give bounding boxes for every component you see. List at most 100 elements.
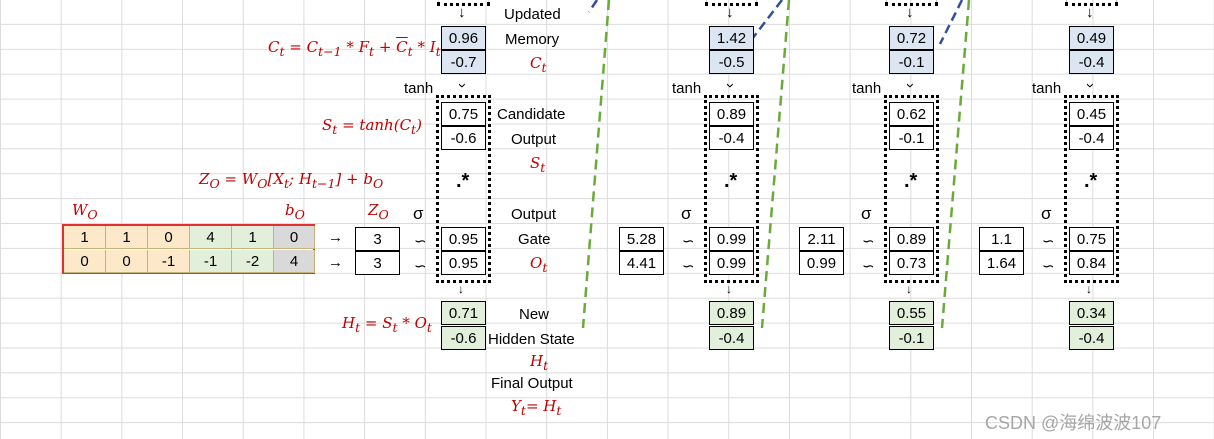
formula-zo: ZO = WO[Xt; Ht−1] + bO	[199, 170, 384, 191]
hidden-cell: 0.89	[709, 301, 754, 325]
wo-cell: 0	[106, 250, 148, 273]
tanh-label: tanh	[1032, 80, 1062, 97]
gate-cell: 0.95	[441, 227, 486, 251]
z-cell: 1.1	[979, 227, 1024, 251]
wo-cell: 4	[274, 250, 315, 273]
label-candidate: Candidate	[497, 106, 566, 123]
hidden-cell: 0.71	[441, 301, 486, 325]
ct-symbol: Ct	[530, 54, 547, 75]
label-hidden-state: Hidden State	[488, 331, 575, 348]
candidate-cell: -0.6	[441, 126, 486, 150]
memory-cell: -0.1	[889, 50, 934, 74]
gate-dotted-frame	[704, 95, 759, 283]
memory-dotted-frame	[437, 0, 490, 6]
candidate-cell: 0.89	[709, 102, 754, 126]
activation-squiggle: ∽	[1042, 258, 1055, 275]
tanh-label: tanh	[404, 80, 434, 97]
zo-label: ZO	[368, 201, 389, 222]
gate-dotted-frame	[884, 95, 939, 283]
gate-cell: 0.99	[709, 227, 754, 251]
hidden-cell: 0.55	[889, 301, 934, 325]
arrow-right-1: →	[328, 229, 343, 246]
ot-symbol: Ot	[530, 254, 548, 275]
z-cell: 5.28	[619, 227, 664, 251]
z-cell: 2.11	[799, 227, 844, 251]
z-cell: 3	[355, 251, 400, 275]
st-symbol: St	[530, 154, 546, 175]
label-output-2: Output	[511, 206, 557, 223]
formula-ht: Ht = St * Ot	[342, 314, 432, 335]
z-cell: 0.99	[799, 251, 844, 275]
activation-squiggle: ∽	[862, 258, 875, 275]
memory-cell: -0.5	[709, 50, 754, 74]
memory-dotted-frame	[1065, 0, 1118, 6]
elementwise-multiply: .*	[724, 170, 738, 192]
activation-squiggle: ∽	[682, 258, 695, 275]
formula-st: St = tanh(Ct)	[322, 116, 422, 137]
bo-label: bO	[285, 201, 305, 222]
tanh-label: tanh	[852, 80, 882, 97]
down-arrow: ↓	[1086, 4, 1094, 21]
wo-cell: 1	[106, 226, 148, 249]
formula-yt: Yt= Ht	[511, 397, 562, 418]
label-memory: Memory	[505, 31, 560, 48]
down-arrow: ↓	[1086, 282, 1092, 296]
memory-cell: -0.7	[441, 50, 486, 74]
down-arrow: ↓	[458, 4, 466, 21]
memory-dotted-frame	[885, 0, 938, 6]
down-arrow: ↓	[906, 4, 914, 21]
wo-cell: 0	[274, 226, 315, 249]
memory-cell: 0.72	[889, 26, 934, 50]
down-arrow: ›	[722, 83, 739, 88]
label-updated: Updated	[504, 6, 561, 23]
wo-cell: 0	[64, 250, 106, 273]
gate-cell: 0.89	[889, 227, 934, 251]
hidden-cell: 0.34	[1069, 301, 1114, 325]
wo-cell: 1	[64, 226, 106, 249]
memory-cell: 0.96	[441, 26, 486, 50]
hidden-cell: -0.1	[889, 326, 934, 350]
candidate-cell: -0.1	[889, 126, 934, 150]
wo-cell: 1	[232, 226, 274, 249]
wo-cell: 4	[190, 226, 232, 249]
gate-cell: 0.73	[889, 251, 934, 275]
gate-cell: 0.84	[1069, 251, 1114, 275]
label-new: New	[519, 306, 550, 323]
gate-dotted-frame	[1064, 95, 1119, 283]
candidate-cell: 0.62	[889, 102, 934, 126]
candidate-cell: 0.75	[441, 102, 486, 126]
hidden-cell: -0.4	[1069, 326, 1114, 350]
sigma-label: σ	[413, 204, 424, 223]
memory-cell: 0.49	[1069, 26, 1114, 50]
gate-cell: 0.95	[441, 251, 486, 275]
z-cell: 3	[355, 227, 400, 251]
label-output-1: Output	[511, 131, 557, 148]
wo-cell: -1	[190, 250, 232, 273]
elementwise-multiply: .*	[456, 170, 470, 192]
down-arrow: ↓	[726, 282, 732, 296]
gate-cell: 0.99	[709, 251, 754, 275]
hidden-cell: -0.4	[709, 326, 754, 350]
wo-matrix	[62, 224, 315, 274]
down-arrow: ›	[902, 83, 919, 88]
z-cell: 4.41	[619, 251, 664, 275]
down-arrow: ↓	[458, 282, 464, 296]
activation-squiggle: ∽	[414, 258, 427, 275]
tanh-label: tanh	[672, 80, 702, 97]
down-arrow: ↓	[726, 4, 734, 21]
label-gate: Gate	[518, 231, 551, 248]
sigma-label: σ	[861, 204, 872, 223]
down-arrow: ›	[454, 83, 471, 88]
ht-symbol: Ht	[530, 352, 549, 373]
label-final-output: Final Output	[491, 375, 573, 392]
gate-dotted-frame	[436, 95, 491, 283]
elementwise-multiply: .*	[1084, 170, 1098, 192]
z-cell: 1.64	[979, 251, 1024, 275]
formula-ct: Ct = Ct−1 * Ft + Ct * It	[268, 38, 441, 59]
activation-squiggle: ∽	[1042, 233, 1055, 250]
activation-squiggle: ∽	[862, 233, 875, 250]
memory-cell: -0.4	[1069, 50, 1114, 74]
down-arrow: ›	[1082, 83, 1099, 88]
